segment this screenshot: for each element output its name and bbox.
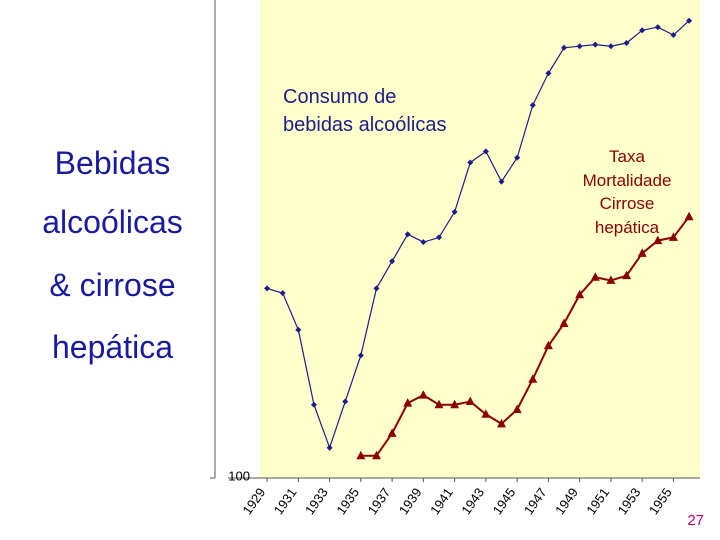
data-point <box>545 70 552 77</box>
title-line: & cirrose <box>49 267 176 303</box>
data-point <box>310 401 317 408</box>
data-point <box>607 43 614 50</box>
title-line: alcoólicas <box>42 204 183 240</box>
series-label: Mortalidade <box>582 170 672 190</box>
series-line <box>266 20 690 450</box>
series-label: hepática <box>594 217 660 237</box>
series-label: Cirrose <box>599 194 655 213</box>
plot-background <box>260 0 700 478</box>
data-point <box>590 272 600 281</box>
series-line <box>360 216 690 457</box>
data-point <box>326 444 333 451</box>
data-point <box>450 399 460 409</box>
data-point <box>497 418 507 428</box>
data-point <box>371 450 381 460</box>
data-point <box>357 352 364 359</box>
data-point <box>684 211 694 221</box>
x-tick-label: 1941 <box>427 485 456 517</box>
data-point <box>467 159 474 166</box>
data-point <box>637 248 647 257</box>
data-point <box>670 32 677 39</box>
data-point <box>387 428 397 437</box>
title-line: hepática <box>52 329 173 365</box>
y-tick-label: 100 <box>228 468 250 483</box>
data-point <box>435 234 442 241</box>
page-number: 27 <box>687 512 704 529</box>
series-label: Taxa <box>609 147 645 166</box>
series-label: Consumo de <box>283 86 397 108</box>
x-tick-label: 1947 <box>521 485 550 517</box>
data-point <box>389 258 396 265</box>
data-point <box>639 27 646 34</box>
data-point <box>418 390 428 399</box>
data-point <box>668 232 678 241</box>
data-point <box>295 326 302 333</box>
data-point <box>686 17 693 24</box>
x-tick-label: 1935 <box>333 485 362 517</box>
data-point <box>373 285 380 292</box>
x-tick-label: 1955 <box>646 485 675 517</box>
data-point <box>481 409 491 418</box>
data-point <box>559 318 569 327</box>
data-point <box>482 148 489 155</box>
data-point <box>512 404 522 413</box>
data-point <box>543 340 553 350</box>
data-point <box>529 102 536 109</box>
series-label: bebidas alcoólicas <box>283 114 447 136</box>
data-point <box>576 43 583 50</box>
data-point <box>623 40 630 47</box>
data-point <box>622 270 632 280</box>
x-tick-label: 1953 <box>615 485 644 517</box>
data-point <box>342 398 349 405</box>
x-tick-label: 1951 <box>583 485 612 517</box>
x-tick-label: 1939 <box>396 485 425 517</box>
title-line: Bebidas <box>54 145 171 181</box>
data-point <box>279 290 286 297</box>
data-point <box>465 396 475 406</box>
data-point <box>404 231 411 238</box>
x-tick-label: 1945 <box>490 485 519 517</box>
data-point <box>434 399 444 409</box>
data-point <box>606 275 616 284</box>
data-point <box>403 398 413 407</box>
x-tick-label: 1929 <box>239 485 268 517</box>
data-point <box>653 235 663 245</box>
data-point <box>561 44 568 51</box>
data-point <box>575 289 585 299</box>
data-point <box>528 374 538 383</box>
data-point <box>451 208 458 215</box>
x-tick-label: 1931 <box>271 485 300 517</box>
x-tick-label: 1949 <box>552 485 581 517</box>
x-tick-label: 1933 <box>302 485 331 517</box>
data-point <box>514 154 521 161</box>
data-point <box>356 450 366 460</box>
data-point <box>264 285 271 292</box>
data-point <box>420 239 427 246</box>
x-tick-label: 1937 <box>365 485 394 517</box>
x-tick-label: 1943 <box>458 485 487 517</box>
data-point <box>592 41 599 48</box>
data-point <box>654 24 661 31</box>
data-point <box>498 178 505 185</box>
